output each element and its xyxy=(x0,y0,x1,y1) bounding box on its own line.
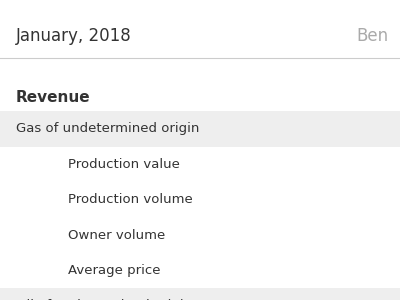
Text: Gas of undetermined origin: Gas of undetermined origin xyxy=(16,122,199,136)
Bar xyxy=(0,111,400,147)
Text: Average price: Average price xyxy=(68,264,160,277)
Text: Ben: Ben xyxy=(356,27,388,45)
Text: Production volume: Production volume xyxy=(68,193,193,206)
Text: Production value: Production value xyxy=(68,158,180,171)
Text: Oil of undetermined origin: Oil of undetermined origin xyxy=(16,299,192,300)
Text: Owner volume: Owner volume xyxy=(68,229,165,242)
Text: January, 2018: January, 2018 xyxy=(16,27,132,45)
Text: Revenue: Revenue xyxy=(16,90,91,105)
Bar xyxy=(0,288,400,300)
